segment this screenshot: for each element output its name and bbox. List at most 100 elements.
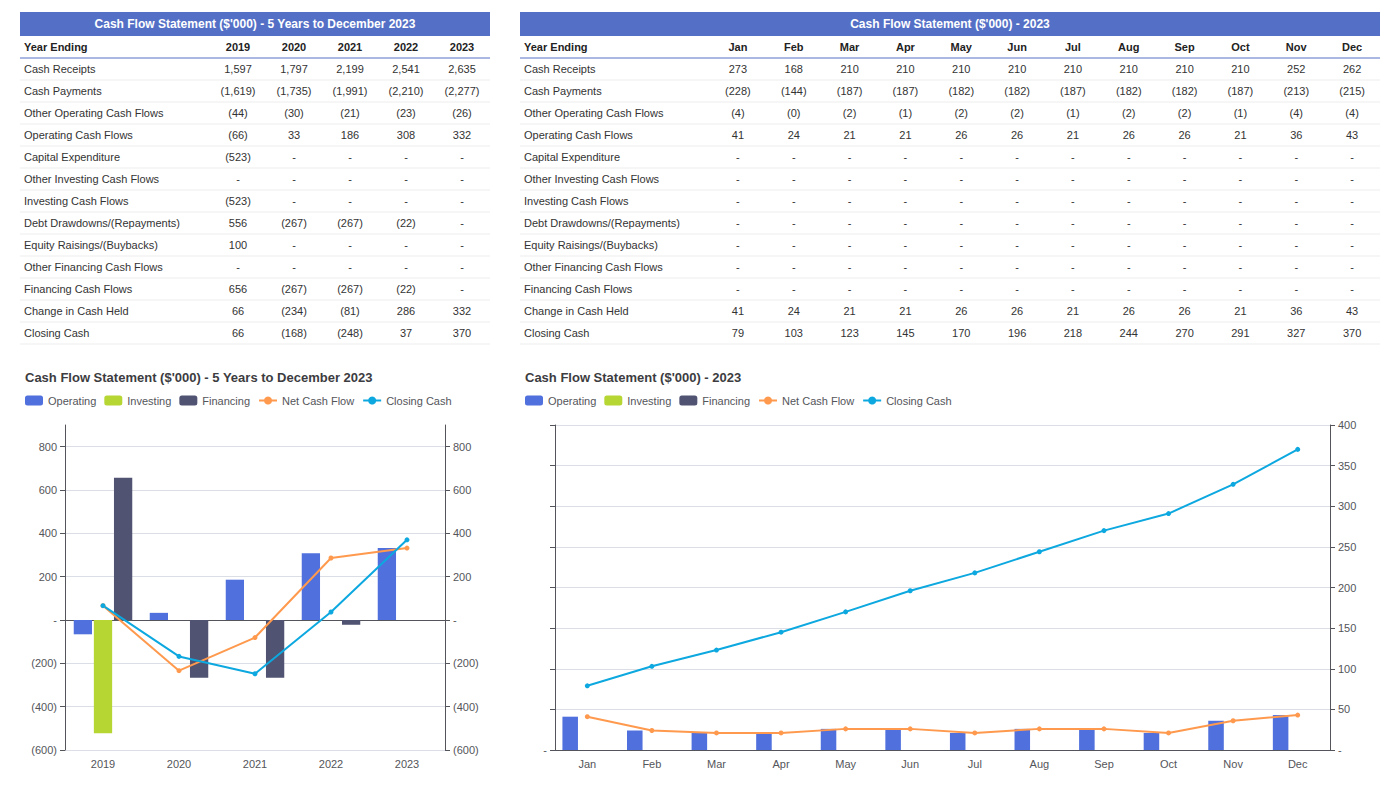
svg-text:Dec: Dec bbox=[1342, 41, 1362, 53]
svg-text:(66): (66) bbox=[228, 129, 248, 141]
svg-text:370: 370 bbox=[1343, 327, 1361, 339]
svg-text:145: 145 bbox=[896, 327, 914, 339]
svg-text:170: 170 bbox=[952, 327, 970, 339]
svg-text:Closing Cash: Closing Cash bbox=[886, 395, 951, 407]
svg-text:Jul: Jul bbox=[1065, 41, 1081, 53]
svg-text:-: - bbox=[1350, 217, 1354, 229]
svg-text:(267): (267) bbox=[337, 283, 363, 295]
svg-text:-: - bbox=[1015, 283, 1019, 295]
svg-text:(182): (182) bbox=[948, 85, 974, 97]
svg-text:(182): (182) bbox=[1004, 85, 1030, 97]
svg-text:Equity Raisings/(Buybacks): Equity Raisings/(Buybacks) bbox=[24, 239, 158, 251]
svg-text:-: - bbox=[1294, 151, 1298, 163]
svg-text:-: - bbox=[736, 173, 740, 185]
svg-text:24: 24 bbox=[788, 129, 800, 141]
svg-text:-: - bbox=[1015, 195, 1019, 207]
svg-text:Feb: Feb bbox=[784, 41, 804, 53]
svg-text:-: - bbox=[348, 239, 352, 251]
svg-text:Jan: Jan bbox=[728, 41, 747, 53]
svg-text:-: - bbox=[1294, 239, 1298, 251]
svg-text:(200): (200) bbox=[31, 657, 57, 669]
svg-text:41: 41 bbox=[732, 305, 744, 317]
svg-text:Operating: Operating bbox=[48, 395, 96, 407]
svg-text:(4): (4) bbox=[731, 107, 744, 119]
svg-text:(1,991): (1,991) bbox=[333, 85, 368, 97]
svg-text:-: - bbox=[848, 261, 852, 273]
svg-text:-: - bbox=[460, 261, 464, 273]
svg-text:-: - bbox=[1127, 151, 1131, 163]
svg-text:-: - bbox=[460, 283, 464, 295]
svg-text:26: 26 bbox=[955, 129, 967, 141]
svg-text:-: - bbox=[1127, 239, 1131, 251]
svg-text:(1,735): (1,735) bbox=[277, 85, 312, 97]
svg-text:Investing: Investing bbox=[627, 395, 671, 407]
svg-text:556: 556 bbox=[229, 217, 247, 229]
svg-text:Jul: Jul bbox=[968, 758, 982, 770]
svg-text:-: - bbox=[1015, 239, 1019, 251]
svg-text:Other Investing Cash Flows: Other Investing Cash Flows bbox=[24, 173, 160, 185]
svg-text:(1,619): (1,619) bbox=[221, 85, 256, 97]
svg-text:-: - bbox=[1183, 239, 1187, 251]
svg-text:-: - bbox=[53, 614, 57, 626]
svg-text:Cash Flow Statement ($'000) -: Cash Flow Statement ($'000) - 5 Years to… bbox=[25, 370, 373, 385]
svg-text:-: - bbox=[792, 151, 796, 163]
svg-text:218: 218 bbox=[1064, 327, 1082, 339]
svg-text:Financing: Financing bbox=[202, 395, 250, 407]
svg-text:-: - bbox=[736, 217, 740, 229]
svg-text:100: 100 bbox=[229, 239, 247, 251]
svg-text:273: 273 bbox=[729, 63, 747, 75]
svg-text:-: - bbox=[792, 283, 796, 295]
svg-text:(2): (2) bbox=[1178, 107, 1191, 119]
svg-text:210: 210 bbox=[1231, 63, 1249, 75]
svg-text:66: 66 bbox=[232, 327, 244, 339]
svg-text:200: 200 bbox=[1338, 582, 1356, 594]
svg-text:-: - bbox=[1071, 283, 1075, 295]
svg-text:Apr: Apr bbox=[772, 758, 789, 770]
svg-text:-: - bbox=[460, 151, 464, 163]
svg-text:(600): (600) bbox=[453, 744, 479, 756]
svg-text:-: - bbox=[1127, 195, 1131, 207]
svg-text:Mar: Mar bbox=[707, 758, 726, 770]
svg-text:-: - bbox=[1071, 261, 1075, 273]
svg-text:-: - bbox=[1239, 261, 1243, 273]
svg-text:Cash Receipts: Cash Receipts bbox=[24, 63, 96, 75]
svg-text:-: - bbox=[1338, 744, 1342, 756]
svg-text:308: 308 bbox=[397, 129, 415, 141]
svg-text:41: 41 bbox=[732, 129, 744, 141]
svg-text:Equity Raisings/(Buybacks): Equity Raisings/(Buybacks) bbox=[524, 239, 658, 251]
svg-text:Other Operating Cash Flows: Other Operating Cash Flows bbox=[524, 107, 664, 119]
svg-text:-: - bbox=[1183, 195, 1187, 207]
svg-text:Other Operating Cash Flows: Other Operating Cash Flows bbox=[24, 107, 164, 119]
svg-text:(2): (2) bbox=[1122, 107, 1135, 119]
svg-text:332: 332 bbox=[453, 129, 471, 141]
svg-text:-: - bbox=[959, 217, 963, 229]
svg-text:(22): (22) bbox=[396, 283, 416, 295]
svg-text:-: - bbox=[736, 239, 740, 251]
svg-text:-: - bbox=[904, 261, 908, 273]
svg-text:250: 250 bbox=[1338, 541, 1356, 553]
svg-text:-: - bbox=[1350, 283, 1354, 295]
svg-text:-: - bbox=[959, 283, 963, 295]
svg-text:79: 79 bbox=[732, 327, 744, 339]
svg-text:21: 21 bbox=[843, 129, 855, 141]
svg-text:1,597: 1,597 bbox=[224, 63, 252, 75]
svg-text:36: 36 bbox=[1290, 305, 1302, 317]
svg-text:21: 21 bbox=[1234, 129, 1246, 141]
svg-text:400: 400 bbox=[1338, 419, 1356, 431]
svg-text:600: 600 bbox=[39, 484, 57, 496]
svg-text:43: 43 bbox=[1346, 129, 1358, 141]
svg-text:Jan: Jan bbox=[578, 758, 596, 770]
svg-text:(187): (187) bbox=[837, 85, 863, 97]
svg-text:210: 210 bbox=[1064, 63, 1082, 75]
svg-text:(4): (4) bbox=[1290, 107, 1303, 119]
svg-text:123: 123 bbox=[840, 327, 858, 339]
svg-text:-: - bbox=[1350, 173, 1354, 185]
svg-text:-: - bbox=[348, 195, 352, 207]
svg-text:210: 210 bbox=[896, 63, 914, 75]
svg-text:-: - bbox=[1294, 173, 1298, 185]
svg-text:May: May bbox=[951, 41, 973, 53]
svg-text:-: - bbox=[959, 173, 963, 185]
svg-text:(267): (267) bbox=[281, 217, 307, 229]
svg-text:-: - bbox=[1350, 151, 1354, 163]
svg-text:200: 200 bbox=[39, 571, 57, 583]
